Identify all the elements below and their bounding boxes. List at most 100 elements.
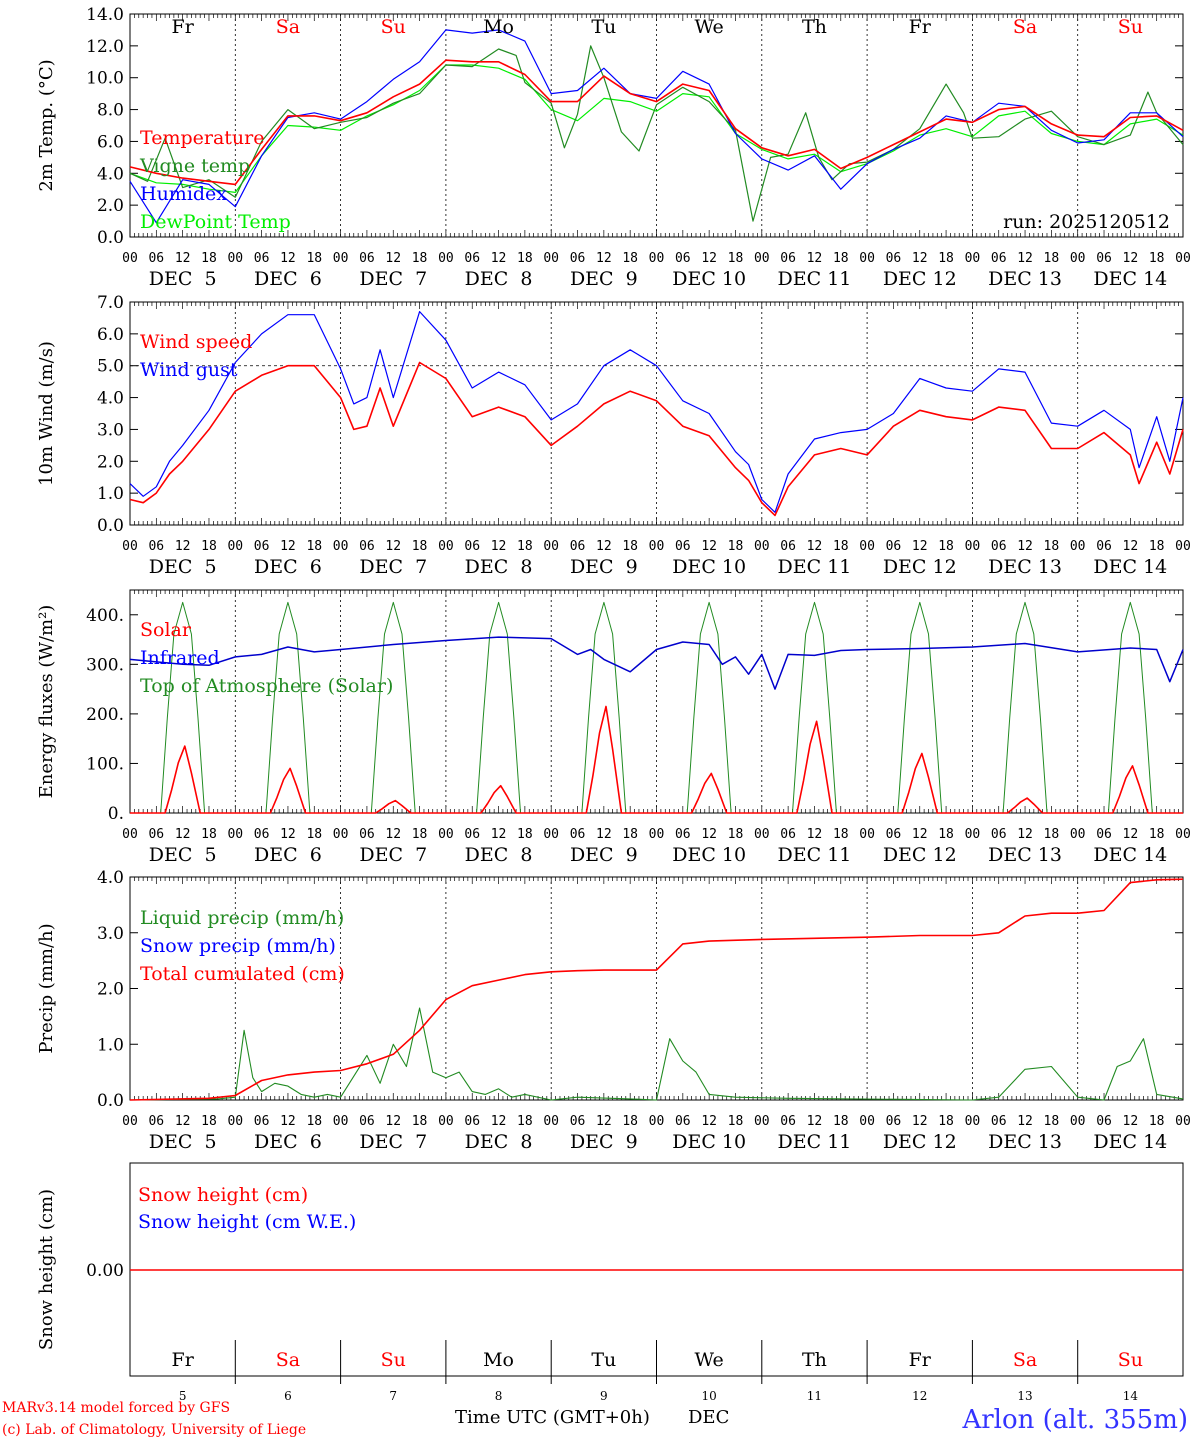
hour-tick-label: 12 bbox=[1123, 827, 1139, 842]
legend-top-of-atmosphere-solar: Top of Atmosphere (Solar) bbox=[140, 675, 393, 697]
y-axis-label: Energy fluxes (W/m²) bbox=[36, 605, 57, 799]
hour-tick-label: 00 bbox=[333, 539, 349, 554]
hour-tick-label: 00 bbox=[965, 1114, 981, 1129]
hour-tick-label: 18 bbox=[622, 1114, 638, 1129]
date-label: DEC 11 bbox=[778, 1131, 852, 1153]
hour-tick-label: 18 bbox=[201, 539, 217, 554]
hour-tick-label: 06 bbox=[464, 827, 480, 842]
date-label: DEC 7 bbox=[359, 268, 427, 290]
y-axis-label: Precip (mm/h) bbox=[36, 923, 57, 1053]
y-tick-label: 400. bbox=[86, 606, 124, 626]
hour-tick-label: 18 bbox=[1149, 827, 1165, 842]
hour-tick-label: 00 bbox=[859, 827, 875, 842]
date-label: DEC 5 bbox=[149, 844, 217, 866]
hour-tick-label: 12 bbox=[280, 251, 296, 266]
day-number: 11 bbox=[807, 1389, 822, 1403]
hour-tick-label: 06 bbox=[464, 539, 480, 554]
hour-tick-label: 06 bbox=[780, 539, 796, 554]
y-tick-label: 0.00 bbox=[86, 1261, 124, 1281]
day-name: Th bbox=[802, 16, 827, 38]
y-tick-label: 1.0 bbox=[97, 1035, 124, 1055]
y-tick-label: 300. bbox=[86, 655, 124, 675]
hour-tick-label: 00 bbox=[1175, 1114, 1191, 1129]
hour-tick-label: 06 bbox=[1096, 1114, 1112, 1129]
legend-humidex: Humidex bbox=[140, 183, 227, 205]
hour-tick-label: 12 bbox=[701, 1114, 717, 1129]
hour-tick-label: 00 bbox=[754, 1114, 770, 1129]
hour-tick-label: 12 bbox=[1123, 539, 1139, 554]
hour-tick-label: 00 bbox=[1070, 539, 1086, 554]
hour-tick-label: 12 bbox=[596, 251, 612, 266]
hour-tick-label: 12 bbox=[491, 1114, 507, 1129]
legend-snow-height-cm-w-e: Snow height (cm W.E.) bbox=[138, 1211, 356, 1233]
y-tick-label: 0.0 bbox=[97, 1091, 124, 1111]
hour-tick-label: 00 bbox=[649, 1114, 665, 1129]
hour-tick-label: 18 bbox=[1044, 1114, 1060, 1129]
y-tick-label: 100. bbox=[86, 754, 124, 774]
day-number: 10 bbox=[702, 1389, 717, 1403]
hour-tick-label: 18 bbox=[833, 251, 849, 266]
hour-tick-label: 00 bbox=[1070, 827, 1086, 842]
hour-tick-label: 12 bbox=[385, 251, 401, 266]
legend-snow-height-cm: Snow height (cm) bbox=[138, 1184, 308, 1206]
date-label: DEC 13 bbox=[988, 268, 1062, 290]
date-label: DEC 9 bbox=[570, 268, 638, 290]
hour-tick-label: 18 bbox=[517, 539, 533, 554]
hour-tick-label: 06 bbox=[780, 1114, 796, 1129]
series-humidex bbox=[129, 29, 1184, 224]
y-tick-label: 2.0 bbox=[97, 452, 124, 472]
hour-tick-label: 12 bbox=[807, 251, 823, 266]
hour-tick-label: 00 bbox=[438, 827, 454, 842]
hour-tick-label: 18 bbox=[1044, 827, 1060, 842]
hour-tick-label: 12 bbox=[596, 1114, 612, 1129]
hour-tick-label: 12 bbox=[807, 827, 823, 842]
day-name: We bbox=[695, 16, 724, 38]
hour-tick-label: 18 bbox=[201, 251, 217, 266]
hour-tick-label: 00 bbox=[227, 827, 243, 842]
hour-tick-label: 12 bbox=[596, 539, 612, 554]
y-tick-label: 3.0 bbox=[97, 924, 124, 944]
hour-tick-label: 00 bbox=[122, 251, 138, 266]
hour-tick-label: 12 bbox=[596, 827, 612, 842]
date-label: DEC 12 bbox=[883, 844, 957, 866]
hour-tick-label: 06 bbox=[359, 539, 375, 554]
hour-tick-label: 00 bbox=[543, 827, 559, 842]
hour-tick-label: 00 bbox=[333, 251, 349, 266]
y-tick-label: 4.0 bbox=[97, 389, 124, 409]
day-name: Fr bbox=[172, 16, 195, 38]
y-tick-label: 8.0 bbox=[97, 101, 124, 121]
day-number: 9 bbox=[600, 1389, 608, 1403]
series-total-cumulated bbox=[129, 878, 1184, 1101]
date-label: DEC 7 bbox=[359, 844, 427, 866]
series-infrared bbox=[129, 636, 1184, 690]
hour-tick-label: 00 bbox=[965, 827, 981, 842]
hour-tick-label: 00 bbox=[227, 1114, 243, 1129]
y-tick-label: 2.0 bbox=[97, 196, 124, 216]
hour-tick-label: 12 bbox=[912, 1114, 928, 1129]
series-solar bbox=[130, 705, 1183, 814]
hour-tick-label: 18 bbox=[622, 539, 638, 554]
hour-tick-label: 06 bbox=[148, 1114, 164, 1129]
hour-tick-label: 00 bbox=[859, 1114, 875, 1129]
hour-tick-label: 06 bbox=[675, 1114, 691, 1129]
day-name: Sa bbox=[276, 16, 300, 38]
hour-tick-label: 00 bbox=[438, 1114, 454, 1129]
hour-tick-label: 06 bbox=[886, 1114, 902, 1129]
date-label: DEC 14 bbox=[1093, 1131, 1167, 1153]
hour-tick-label: 06 bbox=[991, 1114, 1007, 1129]
day-name: Su bbox=[1118, 16, 1143, 38]
day-name: Su bbox=[1118, 1349, 1143, 1371]
hour-tick-label: 00 bbox=[543, 1114, 559, 1129]
hour-tick-label: 12 bbox=[280, 539, 296, 554]
y-tick-label: 0. bbox=[108, 804, 124, 824]
day-name: Mo bbox=[483, 16, 514, 38]
hour-tick-label: 18 bbox=[517, 251, 533, 266]
hour-tick-label: 06 bbox=[1096, 539, 1112, 554]
hour-tick-label: 18 bbox=[1149, 539, 1165, 554]
date-label: DEC 14 bbox=[1093, 556, 1167, 578]
hour-tick-label: 00 bbox=[965, 251, 981, 266]
day-name: Su bbox=[381, 1349, 406, 1371]
hour-tick-label: 06 bbox=[570, 827, 586, 842]
legend-dewpoint-temp: DewPoint Temp bbox=[140, 211, 291, 233]
legend-liquid-precip-mm-h: Liquid precip (mm/h) bbox=[140, 907, 344, 929]
